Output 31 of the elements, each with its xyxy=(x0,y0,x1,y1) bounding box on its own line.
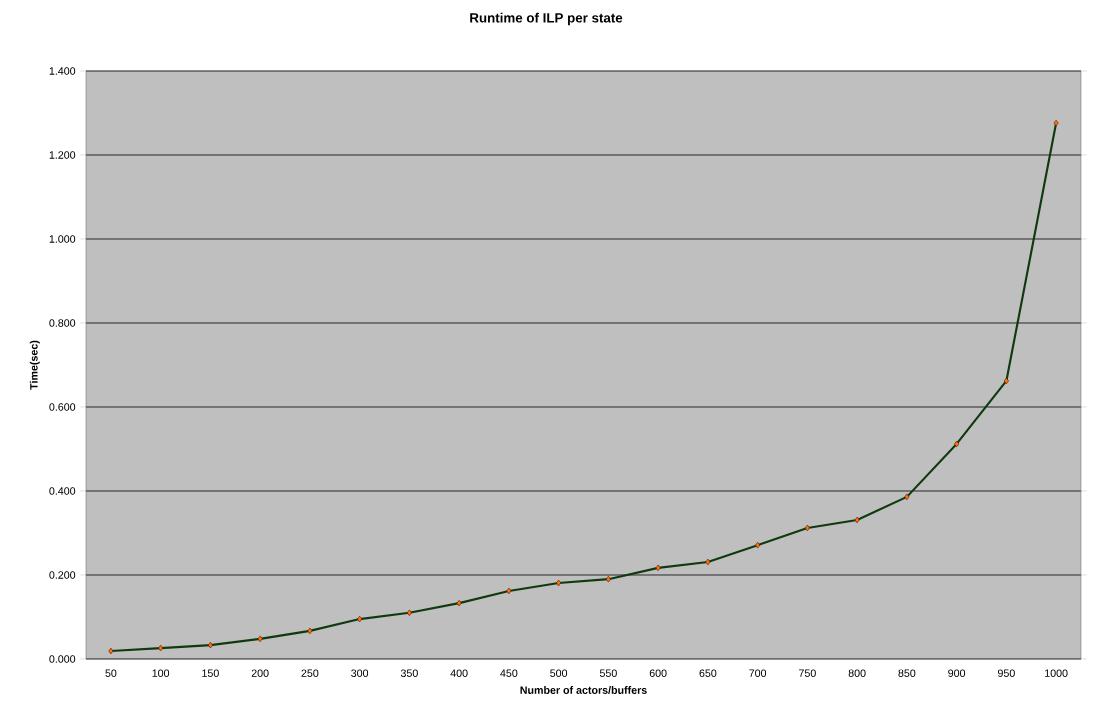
y-axis-title: Time(sec) xyxy=(29,340,40,390)
x-tick-label: 50 xyxy=(105,669,117,677)
x-tick-label: 600 xyxy=(649,669,667,677)
x-tick-label: 800 xyxy=(848,669,866,677)
y-tick-label: 0.800 xyxy=(49,319,76,327)
y-tick-label: 1.400 xyxy=(49,67,76,75)
x-tick-label: 950 xyxy=(997,669,1015,677)
y-tick-label: 0.000 xyxy=(49,655,76,663)
y-tick-label: 0.600 xyxy=(49,403,76,411)
x-tick-label: 550 xyxy=(599,669,617,677)
x-tick-label: 250 xyxy=(301,669,319,677)
chart-title: Runtime of ILP per state xyxy=(470,12,623,26)
x-tick-label: 300 xyxy=(351,669,369,677)
x-tick-label: 650 xyxy=(699,669,717,677)
y-tick-label: 0.400 xyxy=(49,487,76,495)
x-tick-label: 100 xyxy=(152,669,170,677)
y-tick-label: 0.200 xyxy=(49,571,76,579)
x-tick-label: 150 xyxy=(202,669,219,677)
x-axis-title: Number of actors/buffers xyxy=(520,686,647,695)
x-tick-label: 400 xyxy=(450,669,468,677)
x-tick-label: 850 xyxy=(898,669,916,677)
x-tick-label: 450 xyxy=(500,669,518,677)
x-tick-label: 700 xyxy=(749,669,767,677)
x-tick-label: 200 xyxy=(251,669,269,677)
y-tick-label: 1.200 xyxy=(49,151,76,159)
x-tick-label: 350 xyxy=(400,669,418,677)
x-tick-label: 500 xyxy=(550,669,568,677)
x-tick-label: 1000 xyxy=(1045,669,1068,677)
x-tick-label: 750 xyxy=(799,669,816,677)
y-tick-label: 1.000 xyxy=(49,235,76,243)
x-tick-label: 900 xyxy=(948,669,966,677)
